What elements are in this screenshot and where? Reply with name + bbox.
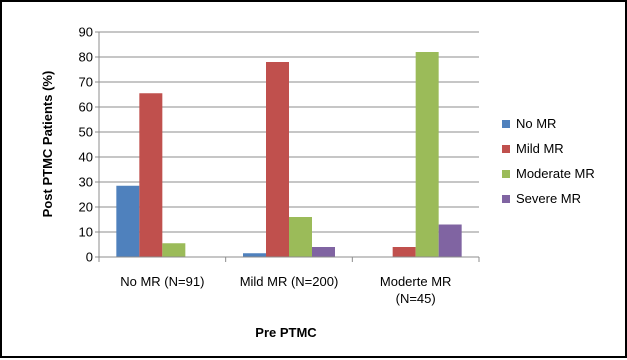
y-tick-label: 40 [79, 150, 93, 165]
bar [116, 185, 140, 257]
axes [95, 31, 480, 262]
y-tick-labels: 0 10 20 30 40 50 60 70 80 90 [79, 25, 93, 265]
y-tick-label: 80 [79, 50, 93, 65]
bar [266, 62, 289, 257]
legend-swatch [502, 195, 510, 203]
legend-swatch [502, 145, 510, 153]
x-category-label: Mild MR (N=200) [240, 274, 339, 289]
bars [116, 52, 462, 257]
legend-label: Moderate MR [516, 166, 595, 181]
y-tick-label: 90 [79, 25, 93, 40]
x-category-label: Moderte MR [380, 274, 452, 289]
bar [392, 247, 416, 257]
bar [289, 217, 312, 257]
bar [438, 224, 462, 257]
y-tick-label: 0 [86, 250, 93, 265]
y-tick-label: 60 [79, 100, 93, 115]
y-axis-title: Post PTMC Patients (%) [40, 71, 55, 218]
x-category-label: (N=45) [396, 291, 436, 306]
y-tick-label: 70 [79, 75, 93, 90]
legend-swatch [502, 170, 510, 178]
bar [243, 253, 266, 257]
x-category-labels: No MR (N=91) Mild MR (N=200) Moderte MR (N=… [120, 274, 451, 306]
legend-label: Severe MR [516, 191, 581, 206]
y-tick-label: 10 [79, 225, 93, 240]
bar [139, 93, 163, 257]
y-tick-label: 30 [79, 175, 93, 190]
legend: No MR Mild MR Moderate MR Severe MR [502, 116, 595, 206]
y-tick-label: 20 [79, 200, 93, 215]
legend-label: No MR [516, 116, 556, 131]
y-tick-label: 50 [79, 125, 93, 140]
legend-swatch [502, 120, 510, 128]
x-category-label: No MR (N=91) [120, 274, 204, 289]
bar [415, 52, 439, 257]
x-axis-title: Pre PTMC [255, 325, 317, 340]
bar [162, 243, 186, 257]
legend-label: Mild MR [516, 141, 564, 156]
bar [312, 247, 335, 257]
